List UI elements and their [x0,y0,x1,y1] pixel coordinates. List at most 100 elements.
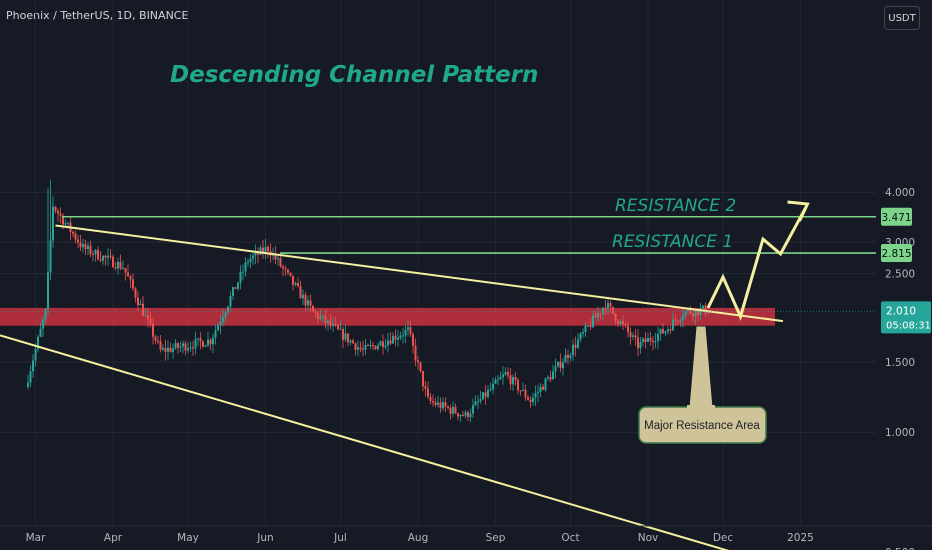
time-tick-label: Jun [256,532,273,544]
candle [682,307,684,328]
candle [572,338,574,361]
candle [264,238,267,260]
candle [429,392,432,405]
candle-body [354,343,357,350]
candle [424,380,427,397]
channel-upper-line [55,224,784,323]
candle [647,332,649,343]
candle-body [309,300,312,306]
candle-body [254,251,257,256]
candle [564,348,567,363]
candle-body [599,313,602,315]
candle [359,341,362,353]
candle [124,268,127,281]
candle [337,324,339,331]
price-tick-label: 2.500 [885,269,915,281]
candle [604,300,607,316]
candle-body [172,348,174,352]
candle-body [649,338,652,341]
candle-body [612,306,614,314]
candle [184,340,187,356]
candle [704,302,707,317]
resistance-zone [0,307,775,326]
candle-body [542,386,544,390]
candle [122,260,124,270]
candle [232,286,234,300]
candle-body [349,340,352,343]
candle-body [189,347,192,349]
candle [594,311,597,318]
callout: Major Resistance Area [638,326,767,444]
candle [399,331,402,341]
candle [192,340,194,356]
candle [252,250,254,266]
candle-body [434,402,437,405]
candle [174,338,177,350]
candle-body [449,407,452,414]
candle-body [102,255,104,261]
candle [157,335,159,345]
candle [522,382,524,392]
candle [389,332,392,346]
candle [574,336,577,357]
candle-body [287,269,289,273]
candle-body [484,392,487,397]
candle [287,268,289,276]
candle [219,314,222,335]
candle-body [454,406,457,414]
candle-body [474,401,477,406]
candle-body [537,391,539,394]
candle-body [569,355,572,358]
candle-body [217,325,219,331]
candle [189,341,192,352]
symbol-label: Phoenix / TetherUS, 1D, BINANCE [6,9,189,22]
time-tick-label: Aug [408,532,429,544]
candle [92,250,94,262]
candle [672,312,674,331]
candle-body [467,412,469,418]
candle [444,397,447,413]
candle [409,321,412,337]
price-tag: 3.471 [881,207,912,226]
candle-body [159,341,162,350]
candle [472,398,474,418]
candle [462,411,464,417]
currency-button[interactable]: USDT [884,6,920,30]
candle-body [277,258,279,260]
resistance-label: RESISTANCE 2 [615,196,736,216]
candle [502,366,504,385]
candle [607,297,609,315]
candle [117,257,119,275]
candle [434,397,437,407]
candle [237,281,239,291]
chart-title: Descending Channel Pattern [170,62,538,88]
projection-arrowhead [787,200,810,222]
candle [104,254,107,266]
candle-body [489,389,492,391]
candle-body [397,337,399,340]
candle [499,371,502,380]
candle-body [84,244,87,249]
candle [382,334,384,355]
candle [504,367,507,377]
candle-body [247,261,249,263]
candle [524,384,527,402]
candle-body [202,341,204,347]
candle-body [654,341,657,343]
candle-body [292,275,294,285]
candle-body [264,246,267,253]
candle [497,374,499,386]
candle-body [357,347,359,350]
candle [364,338,367,355]
callout-label: Major Resistance Area [644,420,760,432]
candle-body [707,312,709,314]
candle-body [307,300,309,306]
candle-body [632,335,634,337]
candle [662,322,664,335]
candle [432,394,434,407]
candle [549,370,552,383]
candle [319,309,322,321]
candle-body [297,283,299,287]
candle-body [584,325,587,332]
